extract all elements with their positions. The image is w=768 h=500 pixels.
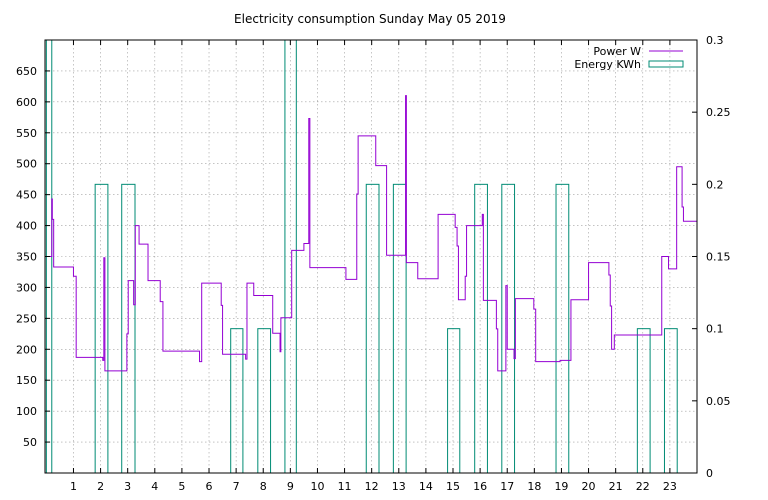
x-tick-label: 12	[365, 480, 379, 493]
y-left-tick-label: 100	[16, 405, 37, 418]
y-left-tick-label: 350	[16, 251, 37, 264]
energy-bar	[257, 328, 272, 474]
y-right-tick-label: 0.1	[706, 323, 724, 336]
x-tick-label: 18	[527, 480, 541, 493]
x-tick-label: 21	[609, 480, 623, 493]
x-tick-label: 6	[206, 480, 213, 493]
x-tick-label: 2	[97, 480, 104, 493]
legend-label-energy: Energy KWh	[574, 58, 641, 71]
y-right-tick-label: 0	[706, 467, 713, 480]
y-left-tick-label: 650	[16, 65, 37, 78]
x-tick-label: 13	[392, 480, 406, 493]
y-left-tick-label: 400	[16, 220, 37, 233]
y-right-tick-label: 0.3	[706, 34, 724, 47]
x-tick-label: 20	[582, 480, 596, 493]
energy-bar	[447, 328, 461, 474]
x-tick-label: 17	[500, 480, 514, 493]
x-tick-label: 19	[554, 480, 568, 493]
x-tick-label: 1	[70, 480, 77, 493]
power-series-layer	[45, 95, 697, 372]
axis-layer: 1 2 3 4 5 6 7 8 9 10 11 12 13 14 15 16 17 18 19 20 21 22 23501…	[16, 34, 731, 493]
x-tick-label: 8	[260, 480, 267, 493]
y-right-tick-label: 0.25	[706, 106, 731, 119]
x-tick-label: 14	[419, 480, 433, 493]
x-tick-label: 9	[287, 480, 294, 493]
y-right-tick-label: 0.15	[706, 251, 731, 264]
x-tick-label: 16	[473, 480, 487, 493]
plot-border	[44, 39, 698, 474]
x-tick-label: 23	[663, 480, 677, 493]
grid-layer	[45, 40, 697, 473]
energy-bar	[636, 328, 651, 474]
y-left-tick-label: 450	[16, 189, 37, 202]
legend: Power W Energy KWh	[574, 45, 684, 71]
y-left-tick-label: 600	[16, 96, 37, 109]
chart-title: Electricity consumption Sunday May 05 20…	[234, 12, 506, 26]
x-tick-label: 11	[338, 480, 352, 493]
y-left-tick-label: 50	[23, 436, 37, 449]
y-left-tick-label: 500	[16, 158, 37, 171]
energy-bar	[555, 183, 570, 474]
x-tick-label: 10	[310, 480, 324, 493]
energy-bar	[94, 183, 109, 474]
x-tick-label: 5	[178, 480, 185, 493]
energy-bar	[501, 183, 516, 474]
legend-swatch-energy	[648, 60, 684, 68]
x-tick-label: 7	[233, 480, 240, 493]
y-right-tick-label: 0.2	[706, 178, 724, 191]
energy-bar	[392, 183, 407, 474]
x-tick-label: 15	[446, 480, 460, 493]
power-line	[45, 95, 697, 372]
legend-label-power: Power W	[593, 45, 641, 58]
y-left-tick-label: 200	[16, 343, 37, 356]
energy-bar	[474, 183, 488, 474]
y-left-tick-label: 550	[16, 127, 37, 140]
x-tick-label: 4	[151, 480, 158, 493]
energy-bar	[365, 183, 380, 474]
energy-bar	[230, 328, 244, 474]
y-left-tick-label: 250	[16, 312, 37, 325]
x-tick-label: 22	[636, 480, 650, 493]
energy-bar	[663, 328, 678, 474]
x-tick-label: 3	[124, 480, 131, 493]
y-left-tick-label: 150	[16, 374, 37, 387]
y-left-tick-label: 300	[16, 281, 37, 294]
y-right-tick-label: 0.05	[706, 395, 731, 408]
